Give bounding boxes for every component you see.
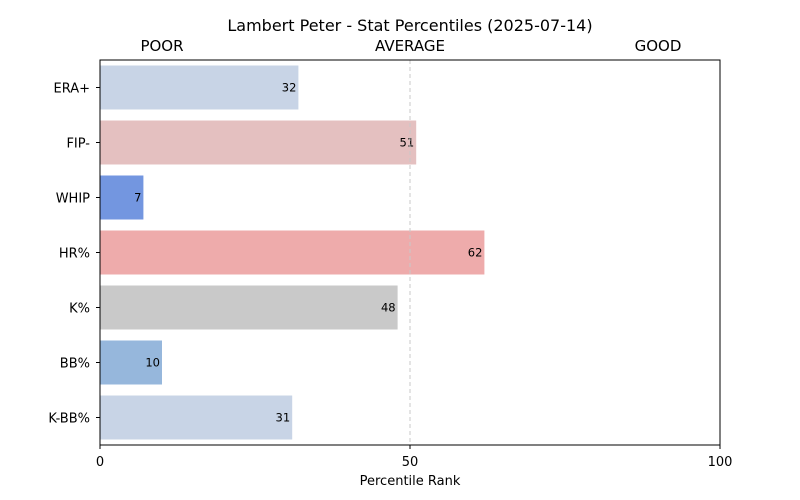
bar-value-label: 31: [276, 411, 291, 425]
bar-value-label: 7: [134, 191, 141, 205]
zone-label-poor: POOR: [140, 37, 183, 55]
y-axis: ERA+ FIP- WHIP HR% K% BB% K-BB%: [48, 82, 100, 427]
y-tick-label: K-BB%: [48, 412, 90, 427]
x-tick-label: 100: [708, 455, 733, 470]
zone-label-good: GOOD: [635, 37, 682, 55]
y-tick-label: WHIP: [56, 192, 90, 207]
bar-value-label: 10: [145, 356, 160, 370]
x-axis: 0 50 100: [96, 445, 733, 470]
zone-labels: POOR AVERAGE GOOD: [140, 37, 681, 55]
y-tick-label: K%: [69, 302, 90, 317]
bar-bb-: [100, 340, 162, 385]
x-axis-label: Percentile Rank: [360, 474, 461, 489]
bar-fip-: [100, 120, 417, 165]
bar-k-: [100, 285, 398, 330]
bar-whip: [100, 175, 144, 220]
zone-label-average: AVERAGE: [375, 37, 445, 55]
bar-value-label: 32: [282, 81, 297, 95]
bar-value-label: 48: [381, 301, 396, 315]
y-tick-label: FIP-: [66, 137, 90, 152]
bars: 32 51 7 62 48 10 31: [100, 65, 485, 440]
x-tick-label: 0: [96, 455, 104, 470]
x-tick-label: 50: [402, 455, 419, 470]
bar-k-bb-: [100, 395, 293, 440]
y-tick-label: ERA+: [53, 82, 90, 97]
y-tick-label: HR%: [59, 247, 90, 262]
bar-value-label: 62: [468, 246, 483, 260]
chart-title: Lambert Peter - Stat Percentiles (2025-0…: [227, 16, 592, 35]
bar-value-label: 51: [400, 136, 415, 150]
bar-era-: [100, 65, 299, 110]
y-tick-label: BB%: [60, 357, 90, 372]
bar-hr-: [100, 230, 485, 275]
